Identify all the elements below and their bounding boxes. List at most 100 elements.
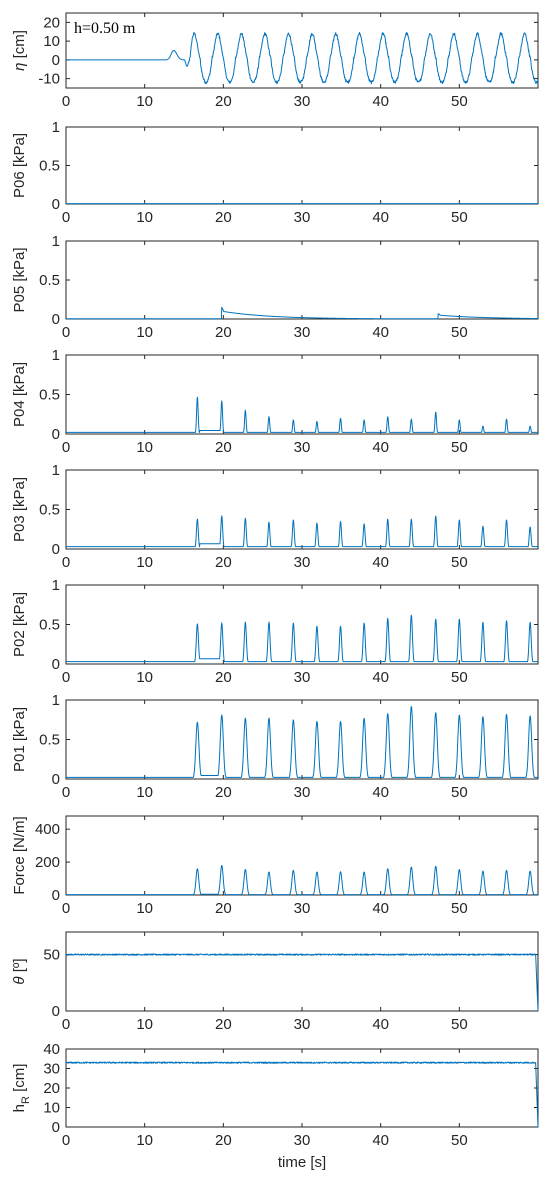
y-tick-label: 10 xyxy=(43,33,60,50)
y-tick-label: 30 xyxy=(43,1061,60,1078)
y-tick-label: 400 xyxy=(35,821,60,838)
panel-annotation: h=0.50 m xyxy=(74,20,136,37)
x-tick-label: 20 xyxy=(215,1016,232,1033)
y-tick-label: 20 xyxy=(43,1080,60,1097)
x-tick-label: 10 xyxy=(136,784,153,801)
y-tick-label: 0.5 xyxy=(39,272,60,289)
y-axis-label: θ [º] xyxy=(11,958,28,984)
x-tick-label: 20 xyxy=(215,439,232,456)
y-tick-label: 10 xyxy=(43,1100,60,1117)
series-line-p05 xyxy=(65,306,539,320)
panel-p06: 0 10 20 30 40 50 0 0.5 1 P06 [kPa] xyxy=(11,119,539,226)
panel-p05: 0 10 20 30 40 50 0 0.5 1 P05 [kPa] xyxy=(11,233,539,341)
y-axis-label-unit: [cm] xyxy=(11,30,28,63)
y-axis-label: η [cm] xyxy=(11,30,28,71)
y-tick-label: 1 xyxy=(52,462,60,479)
x-tick-label: 10 xyxy=(136,439,153,456)
y-tick-label: 0 xyxy=(52,656,60,673)
x-tick-label: 40 xyxy=(372,900,389,917)
y-tick-label: 1 xyxy=(52,233,60,250)
y-tick-label: 0 xyxy=(52,887,60,904)
x-tick-label: 40 xyxy=(372,784,389,801)
y-tick-label: 50 xyxy=(43,947,60,964)
x-tick-label: 40 xyxy=(372,1132,389,1149)
y-axis-label: P06 [kPa] xyxy=(11,133,28,198)
x-tick-label: 40 xyxy=(372,93,389,110)
x-tick-label: 30 xyxy=(294,93,311,110)
x-axis-label: time [s] xyxy=(278,1154,326,1171)
y-axis-label-symbol: η xyxy=(11,63,28,71)
x-tick-label: 50 xyxy=(451,554,468,571)
x-tick-label: 0 xyxy=(62,439,70,456)
panel-p03: 0 10 20 30 40 50 0 0.5 1 P03 [kPa] xyxy=(11,462,539,571)
y-tick-label: 1 xyxy=(52,119,60,136)
y-axis-label: P01 [kPa] xyxy=(11,707,28,772)
y-axis-label-symbol: θ xyxy=(11,976,28,984)
series-line-hr xyxy=(65,1061,539,1128)
panel-p01: 0 10 20 30 40 50 0 0.5 1 P01 [kPa] xyxy=(11,692,539,801)
x-tick-label: 10 xyxy=(136,93,153,110)
x-tick-label: 10 xyxy=(136,324,153,341)
x-tick-label: 30 xyxy=(294,784,311,801)
y-tick-label: 20 xyxy=(43,14,60,31)
series-line-p01 xyxy=(65,706,539,778)
x-tick-label: 30 xyxy=(294,900,311,917)
x-tick-label: 20 xyxy=(215,324,232,341)
x-tick-label: 0 xyxy=(62,784,70,801)
x-tick-label: 20 xyxy=(215,900,232,917)
x-tick-label: 0 xyxy=(62,209,70,226)
x-tick-label: 0 xyxy=(62,1132,70,1149)
y-axis-label-main: h xyxy=(11,1104,28,1112)
y-axis-label: Force [N/m] xyxy=(11,816,28,894)
y-tick-label: 0 xyxy=(52,52,60,69)
x-tick-label: 30 xyxy=(294,324,311,341)
x-tick-label: 50 xyxy=(451,900,468,917)
x-tick-label: 30 xyxy=(294,554,311,571)
series-line-p04 xyxy=(65,396,539,433)
axes-box xyxy=(65,815,539,896)
x-tick-label: 50 xyxy=(451,1132,468,1149)
x-tick-label: 0 xyxy=(62,324,70,341)
x-tick-label: 50 xyxy=(451,669,468,686)
y-tick-label: 0 xyxy=(52,196,60,213)
series-line-eta xyxy=(65,32,539,85)
y-tick-label: 0.5 xyxy=(39,732,60,749)
x-tick-label: 30 xyxy=(294,1132,311,1149)
x-tick-label: 40 xyxy=(372,324,389,341)
x-tick-label: 40 xyxy=(372,209,389,226)
x-tick-label: 20 xyxy=(215,1132,232,1149)
panel-p02: 0 10 20 30 40 50 0 0.5 1 P02 [kPa] xyxy=(11,577,539,686)
x-tick-label: 20 xyxy=(215,784,232,801)
x-tick-label: 0 xyxy=(62,93,70,110)
axes-box xyxy=(65,126,539,205)
x-tick-label: 30 xyxy=(294,439,311,456)
y-tick-label: 0 xyxy=(52,1003,60,1020)
x-tick-label: 40 xyxy=(372,1016,389,1033)
x-tick-label: 10 xyxy=(136,669,153,686)
x-tick-label: 40 xyxy=(372,439,389,456)
x-tick-label: 20 xyxy=(215,669,232,686)
panel-p04: 0 10 20 30 40 50 0 0.5 1 P04 [kPa] xyxy=(11,347,539,456)
x-tick-label: 50 xyxy=(451,439,468,456)
y-tick-label: 40 xyxy=(43,1041,60,1058)
y-tick-label: 0 xyxy=(52,311,60,328)
axes-box xyxy=(65,699,539,780)
axes-box xyxy=(65,354,539,435)
x-tick-label: 10 xyxy=(136,1132,153,1149)
x-tick-label: 0 xyxy=(62,900,70,917)
y-tick-label: 200 xyxy=(35,854,60,871)
axes-box xyxy=(65,1048,539,1128)
series-line-force xyxy=(65,864,539,896)
y-tick-label: -10 xyxy=(38,71,60,88)
series-line-p03 xyxy=(65,515,539,548)
y-tick-label: 0 xyxy=(52,426,60,443)
panel-force: 0 10 20 30 40 50 0 200 400 Force [N/m] xyxy=(11,815,539,917)
x-tick-label: 50 xyxy=(451,324,468,341)
x-tick-label: 0 xyxy=(62,1016,70,1033)
series-line-theta xyxy=(65,953,539,1012)
y-axis-label-subscript: R xyxy=(20,1096,32,1104)
x-tick-label: 40 xyxy=(372,669,389,686)
